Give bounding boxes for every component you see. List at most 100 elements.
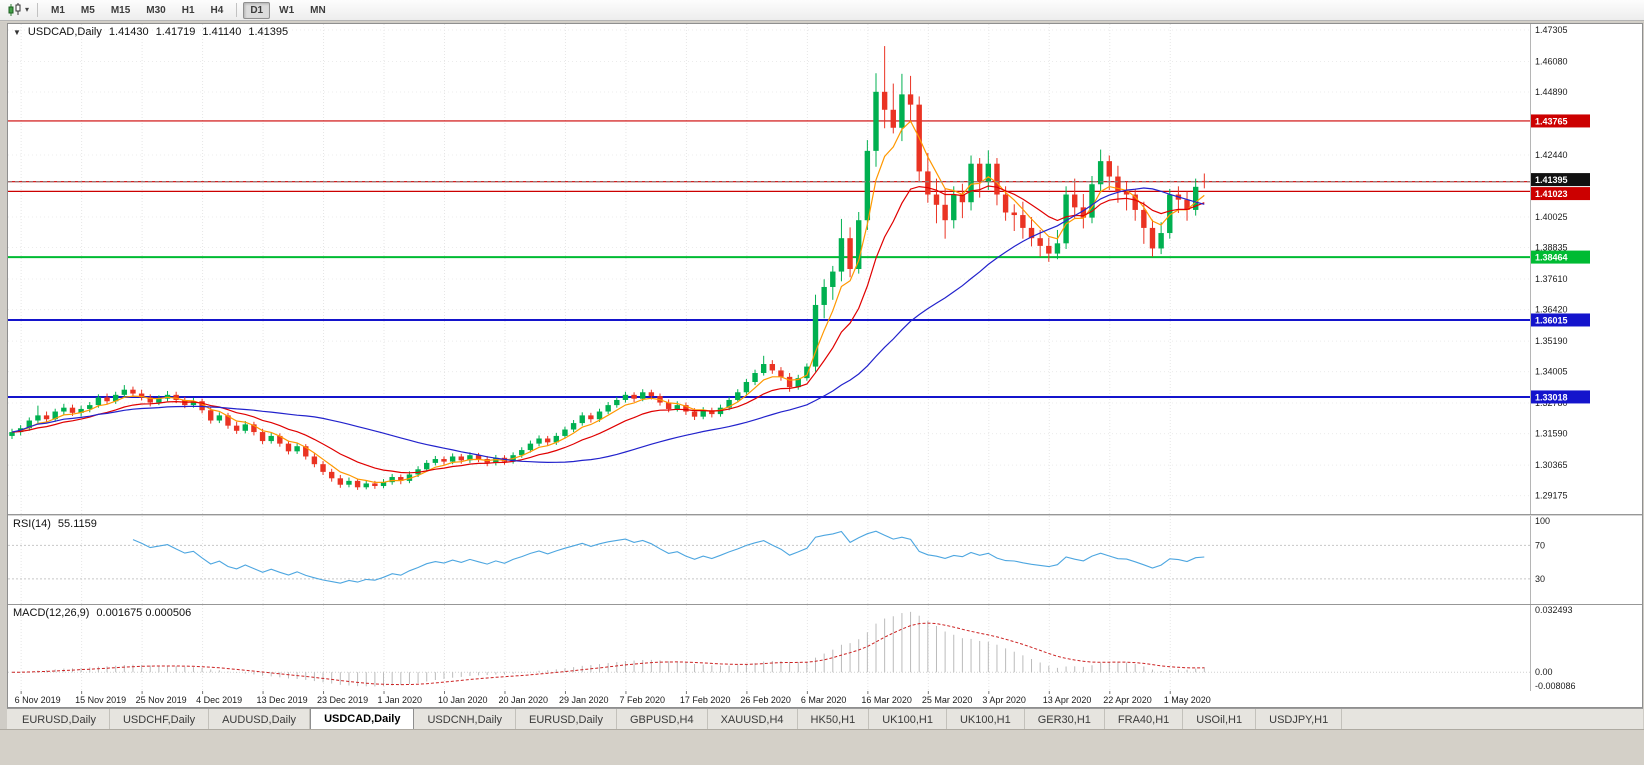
svg-text:1.31590: 1.31590 <box>1535 429 1568 439</box>
svg-text:20 Jan 2020: 20 Jan 2020 <box>498 695 548 705</box>
price-tag: 1.41023 <box>1531 187 1590 201</box>
svg-text:1 Jan 2020: 1 Jan 2020 <box>378 695 423 705</box>
timeframe-button-h4[interactable]: H4 <box>210 4 224 16</box>
svg-text:1.29175: 1.29175 <box>1535 491 1568 501</box>
svg-text:3 Apr 2020: 3 Apr 2020 <box>982 695 1026 705</box>
macd-histogram <box>20 611 1205 687</box>
chart-tab-usoil-h1[interactable]: USOil,H1 <box>1183 709 1257 730</box>
svg-text:0.032493: 0.032493 <box>1535 605 1573 615</box>
time-axis[interactable]: 6 Nov 2019 15 Nov 2019 25 Nov 2019 4 Dec 20… <box>8 691 1642 707</box>
svg-text:1.38464: 1.38464 <box>1535 253 1568 263</box>
chart-type-button[interactable]: ▾ <box>4 2 32 18</box>
workspace: 1.47305 1.46080 1.44890 1.42440 1.40025 1.388… <box>0 22 1644 730</box>
candlestick-chart-icon <box>8 3 21 16</box>
dropdown-caret-icon: ▾ <box>25 5 30 14</box>
price-tag: 1.38464 <box>1531 250 1590 264</box>
svg-text:1.37610: 1.37610 <box>1535 274 1568 284</box>
svg-text:25 Mar 2020: 25 Mar 2020 <box>922 695 973 705</box>
macd-signal-line <box>12 622 1205 686</box>
moving-average-13 <box>11 185 1205 474</box>
price-pane: 1.47305 1.46080 1.44890 1.42440 1.40025 1.388… <box>8 24 1642 514</box>
svg-text:100: 100 <box>1535 516 1550 526</box>
pane-separator[interactable] <box>8 514 1642 516</box>
chart-tab-usdcad-daily[interactable]: USDCAD,Daily <box>310 708 415 730</box>
horizontal-level-lines[interactable] <box>8 120 1530 398</box>
chart-tab-uk100-h1[interactable]: UK100,H1 <box>946 709 1025 730</box>
svg-text:7 Feb 2020: 7 Feb 2020 <box>619 695 665 705</box>
top-toolbar: ▾ M1 M5 M15 M30 H1 H4 D1 W1 MN <box>0 0 1644 21</box>
svg-text:16 Mar 2020: 16 Mar 2020 <box>861 695 912 705</box>
chart-tab-audusd-daily[interactable]: AUDUSD,Daily <box>209 709 311 730</box>
svg-text:6 Nov 2019: 6 Nov 2019 <box>15 695 61 705</box>
svg-text:22 Apr 2020: 22 Apr 2020 <box>1103 695 1152 705</box>
svg-text:1.36015: 1.36015 <box>1535 315 1568 325</box>
svg-text:1.34005: 1.34005 <box>1535 367 1568 377</box>
pane-separator[interactable] <box>8 603 1642 605</box>
timeframe-button-w1[interactable]: W1 <box>279 4 295 16</box>
svg-text:1 May 2020: 1 May 2020 <box>1164 695 1211 705</box>
chart-tab-hk50-h1[interactable]: HK50,H1 <box>797 709 870 730</box>
svg-text:10 Jan 2020: 10 Jan 2020 <box>438 695 488 705</box>
macd-chart[interactable]: 0.032493 0.00 -0.008086 <box>8 605 1642 691</box>
macd-pane: 0.032493 0.00 -0.008086 MACD(12,26,9) 0.00… <box>8 605 1642 691</box>
svg-text:1.30365: 1.30365 <box>1535 460 1568 470</box>
svg-text:1.35190: 1.35190 <box>1535 336 1568 346</box>
chart-tab-fra40-h1[interactable]: FRA40,H1 <box>1104 709 1184 730</box>
chart-tab-xauusd-h4[interactable]: XAUUSD,H4 <box>707 709 798 730</box>
price-tag: 1.36015 <box>1531 313 1590 327</box>
rsi-line <box>132 530 1205 584</box>
timeframe-button-m30[interactable]: M30 <box>146 4 166 16</box>
candlestick-series <box>9 46 1208 490</box>
svg-text:1.42440: 1.42440 <box>1535 150 1568 160</box>
svg-text:70: 70 <box>1535 540 1545 550</box>
svg-text:1.36420: 1.36420 <box>1535 305 1568 315</box>
timeframe-button-m1[interactable]: M1 <box>51 4 65 16</box>
svg-text:0.00: 0.00 <box>1535 667 1553 677</box>
svg-text:1.44890: 1.44890 <box>1535 87 1568 97</box>
svg-text:1.40025: 1.40025 <box>1535 212 1568 222</box>
chart-tab-eurusd-daily[interactable]: EURUSD,Daily <box>516 709 617 730</box>
chart-window-usdcad-daily: 1.47305 1.46080 1.44890 1.42440 1.40025 1.388… <box>7 23 1643 708</box>
chart-tab-ger30-h1[interactable]: GER30,H1 <box>1024 709 1105 730</box>
price-tag: 1.41395 <box>1531 173 1590 187</box>
svg-text:26 Feb 2020: 26 Feb 2020 <box>740 695 791 705</box>
main-chart[interactable]: 1.47305 1.46080 1.44890 1.42440 1.40025 1.388… <box>8 24 1642 514</box>
svg-text:13 Dec 2019: 13 Dec 2019 <box>257 695 308 705</box>
rsi-pane: 100 70 30 RSI(14) 55.1159 <box>8 515 1642 604</box>
svg-text:4 Dec 2019: 4 Dec 2019 <box>196 695 242 705</box>
svg-text:29 Jan 2020: 29 Jan 2020 <box>559 695 609 705</box>
toolbar-separator <box>236 3 238 17</box>
svg-text:1.46080: 1.46080 <box>1535 56 1568 66</box>
chart-tab-usdcnh-daily[interactable]: USDCNH,Daily <box>414 709 517 730</box>
timeframe-button-m5[interactable]: M5 <box>80 4 95 16</box>
chart-tab-uk100-h1[interactable]: UK100,H1 <box>869 709 947 730</box>
rsi-chart[interactable]: 100 70 30 <box>8 515 1642 604</box>
svg-text:30: 30 <box>1535 573 1545 583</box>
chart-tab-bar: EURUSD,Daily USDCHF,Daily AUDUSD,Daily USDC… <box>7 708 1643 730</box>
svg-text:23 Dec 2019: 23 Dec 2019 <box>317 695 368 705</box>
status-bar <box>0 729 1644 765</box>
price-tag: 1.33018 <box>1531 390 1590 404</box>
svg-text:17 Feb 2020: 17 Feb 2020 <box>680 695 731 705</box>
chart-tab-eurusd-daily[interactable]: EURUSD,Daily <box>9 709 110 730</box>
price-tag: 1.43765 <box>1531 114 1590 128</box>
timeframe-button-h1[interactable]: H1 <box>181 4 195 16</box>
svg-text:15 Nov 2019: 15 Nov 2019 <box>75 695 126 705</box>
timeframe-button-d1[interactable]: D1 <box>243 1 271 19</box>
chart-tab-usdjpy-h1[interactable]: USDJPY,H1 <box>1256 709 1343 730</box>
svg-text:1.38835: 1.38835 <box>1535 243 1568 253</box>
time-axis-scale[interactable]: 6 Nov 2019 15 Nov 2019 25 Nov 2019 4 Dec 20… <box>8 691 1642 707</box>
chart-tab-usdchf-daily[interactable]: USDCHF,Daily <box>109 709 210 730</box>
svg-text:1.41395: 1.41395 <box>1535 175 1568 185</box>
moving-average-5 <box>11 120 1205 484</box>
svg-text:1.43765: 1.43765 <box>1535 116 1568 126</box>
chart-tab-gbpusd-h4[interactable]: GBPUSD,H4 <box>617 709 708 730</box>
svg-text:-0.008086: -0.008086 <box>1535 681 1576 691</box>
svg-text:1.47305: 1.47305 <box>1535 25 1568 35</box>
svg-text:1.41023: 1.41023 <box>1535 189 1568 199</box>
timeframe-button-mn[interactable]: MN <box>310 4 326 16</box>
moving-average-34 <box>11 187 1205 464</box>
svg-text:13 Apr 2020: 13 Apr 2020 <box>1043 695 1092 705</box>
toolbar-separator <box>37 3 39 17</box>
timeframe-button-m15[interactable]: M15 <box>110 4 131 16</box>
